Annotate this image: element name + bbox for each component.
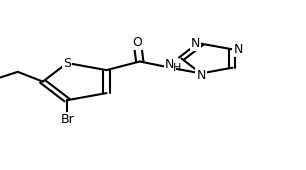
Text: O: O <box>132 36 142 49</box>
Text: N: N <box>165 58 174 71</box>
Text: N: N <box>191 37 200 50</box>
Text: S: S <box>63 56 71 70</box>
Text: N: N <box>196 70 206 82</box>
Text: Br: Br <box>60 113 74 126</box>
Text: N: N <box>233 43 243 56</box>
Text: H: H <box>173 63 181 73</box>
